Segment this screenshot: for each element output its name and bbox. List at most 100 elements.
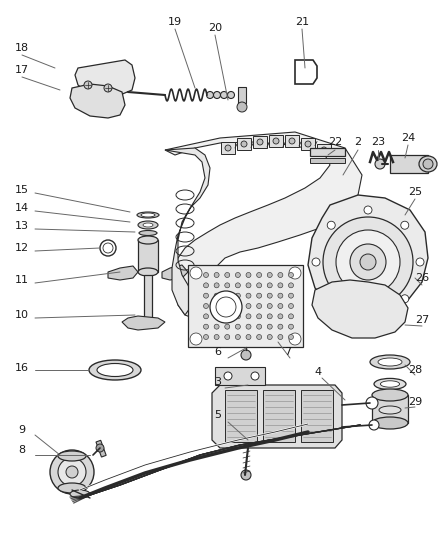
Circle shape bbox=[312, 258, 320, 266]
Text: 24: 24 bbox=[401, 133, 415, 143]
Ellipse shape bbox=[378, 358, 402, 366]
Circle shape bbox=[241, 470, 251, 480]
Polygon shape bbox=[108, 266, 138, 280]
Ellipse shape bbox=[378, 402, 402, 410]
Text: 9: 9 bbox=[18, 425, 25, 435]
Circle shape bbox=[225, 303, 230, 309]
Circle shape bbox=[204, 293, 208, 298]
Circle shape bbox=[235, 335, 240, 340]
Circle shape bbox=[241, 350, 251, 360]
Text: 19: 19 bbox=[168, 17, 182, 27]
Polygon shape bbox=[165, 132, 362, 320]
Ellipse shape bbox=[423, 159, 433, 169]
Text: 23: 23 bbox=[371, 137, 385, 147]
Circle shape bbox=[336, 230, 400, 294]
Polygon shape bbox=[122, 316, 165, 330]
Circle shape bbox=[214, 293, 219, 298]
Circle shape bbox=[257, 324, 261, 329]
Circle shape bbox=[235, 272, 240, 278]
Bar bbox=[96, 440, 106, 457]
Circle shape bbox=[235, 324, 240, 329]
Circle shape bbox=[267, 303, 272, 309]
Ellipse shape bbox=[372, 389, 408, 401]
Circle shape bbox=[104, 84, 112, 92]
Circle shape bbox=[241, 141, 247, 147]
Ellipse shape bbox=[383, 403, 397, 408]
Circle shape bbox=[375, 159, 385, 169]
Circle shape bbox=[58, 458, 86, 486]
Text: 25: 25 bbox=[408, 187, 422, 197]
Circle shape bbox=[364, 206, 372, 214]
Circle shape bbox=[246, 272, 251, 278]
Text: 2: 2 bbox=[354, 137, 361, 147]
Ellipse shape bbox=[143, 223, 153, 227]
Bar bbox=[263, 390, 295, 442]
Circle shape bbox=[278, 272, 283, 278]
Text: 29: 29 bbox=[408, 397, 422, 407]
Circle shape bbox=[225, 145, 231, 151]
Polygon shape bbox=[212, 385, 342, 448]
Ellipse shape bbox=[89, 360, 141, 380]
Bar bbox=[372, 395, 408, 423]
Ellipse shape bbox=[138, 236, 158, 244]
Circle shape bbox=[257, 272, 261, 278]
Circle shape bbox=[257, 314, 261, 319]
Bar bbox=[253, 136, 267, 148]
Ellipse shape bbox=[58, 451, 86, 461]
Circle shape bbox=[216, 297, 236, 317]
Circle shape bbox=[267, 335, 272, 340]
Text: 21: 21 bbox=[295, 17, 309, 27]
Circle shape bbox=[364, 310, 372, 318]
Circle shape bbox=[204, 272, 208, 278]
Circle shape bbox=[323, 217, 413, 307]
Polygon shape bbox=[308, 195, 428, 312]
Ellipse shape bbox=[70, 490, 90, 498]
Circle shape bbox=[214, 283, 219, 288]
Circle shape bbox=[246, 303, 251, 309]
Circle shape bbox=[257, 335, 261, 340]
Circle shape bbox=[225, 335, 230, 340]
Circle shape bbox=[267, 324, 272, 329]
Circle shape bbox=[246, 314, 251, 319]
Circle shape bbox=[289, 314, 293, 319]
Circle shape bbox=[214, 303, 219, 309]
Circle shape bbox=[366, 397, 378, 409]
Circle shape bbox=[204, 314, 208, 319]
Circle shape bbox=[225, 293, 230, 298]
Bar bbox=[138, 240, 158, 272]
Circle shape bbox=[273, 138, 279, 144]
Text: 14: 14 bbox=[15, 203, 29, 213]
Polygon shape bbox=[75, 60, 135, 97]
Text: 12: 12 bbox=[15, 243, 29, 253]
Ellipse shape bbox=[141, 213, 155, 217]
Circle shape bbox=[360, 254, 376, 270]
Circle shape bbox=[278, 335, 283, 340]
Text: 8: 8 bbox=[18, 445, 25, 455]
Circle shape bbox=[204, 335, 208, 340]
Text: 5: 5 bbox=[215, 410, 222, 420]
Circle shape bbox=[350, 244, 386, 280]
Circle shape bbox=[204, 303, 208, 309]
Text: 27: 27 bbox=[415, 315, 429, 325]
Circle shape bbox=[289, 335, 293, 340]
Ellipse shape bbox=[380, 381, 399, 387]
Circle shape bbox=[289, 283, 293, 288]
Circle shape bbox=[235, 283, 240, 288]
Text: 3: 3 bbox=[215, 377, 222, 387]
Circle shape bbox=[289, 293, 293, 298]
Ellipse shape bbox=[138, 268, 158, 276]
Circle shape bbox=[278, 303, 283, 309]
Bar bbox=[269, 135, 283, 147]
Text: 26: 26 bbox=[415, 273, 429, 283]
Bar bbox=[310, 158, 345, 163]
Ellipse shape bbox=[97, 364, 133, 376]
Text: 28: 28 bbox=[408, 365, 422, 375]
Circle shape bbox=[321, 147, 327, 153]
Ellipse shape bbox=[58, 483, 86, 493]
Circle shape bbox=[50, 450, 94, 494]
Circle shape bbox=[257, 283, 261, 288]
Circle shape bbox=[246, 335, 251, 340]
Circle shape bbox=[278, 324, 283, 329]
Circle shape bbox=[204, 324, 208, 329]
Text: 18: 18 bbox=[15, 43, 29, 53]
